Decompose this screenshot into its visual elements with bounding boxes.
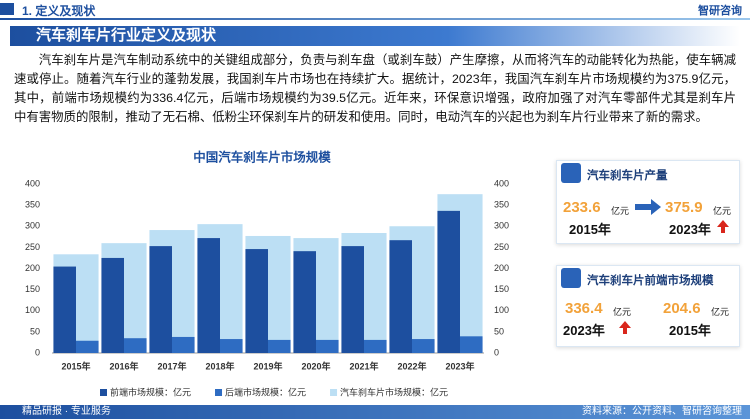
legend-label: 后端市场规模：亿元 [225, 386, 306, 397]
card-value: 233.6 [563, 199, 601, 216]
footer-source: 资料来源：公开资料、智研咨询整理 [582, 406, 742, 417]
y-tick-label: 250 [25, 242, 40, 252]
bar [101, 257, 124, 353]
card-icon [561, 268, 581, 288]
y-tick-label: 400 [25, 178, 40, 188]
section-label: 1. 定义及现状 [22, 4, 96, 18]
card-icon [561, 163, 581, 183]
card-unit: 亿元 [613, 307, 632, 317]
bar [437, 210, 460, 353]
bar [124, 338, 147, 353]
x-tick-label: 2018年 [205, 360, 234, 371]
x-tick-label: 2017年 [157, 360, 186, 371]
bar [76, 340, 99, 353]
up-arrow [717, 220, 729, 233]
title-bar [10, 26, 740, 46]
card: 汽车刹车片产量 233.6 亿元 2015年 375.9 亿元 2023年 [556, 160, 740, 244]
y-tick-label: 100 [25, 305, 40, 315]
y2-tick-label: 0 [494, 347, 499, 357]
bar [293, 251, 316, 353]
card-title: 汽车刹车片前端市场规模 [587, 275, 714, 287]
y-tick-label: 350 [25, 200, 40, 210]
x-tick-label: 2016年 [109, 360, 138, 371]
card-title: 汽车刹车片产量 [587, 170, 668, 182]
card-unit: 亿元 [611, 206, 630, 216]
bar [341, 246, 364, 353]
bar [412, 339, 435, 353]
legend-swatch [100, 389, 107, 396]
chart-title: 中国汽车刹车片市场规模 [193, 149, 331, 164]
header-line [0, 18, 750, 20]
card-value: 336.4 [565, 300, 603, 317]
bar [268, 339, 291, 353]
x-tick-label: 2023年 [445, 360, 474, 371]
card-value: 204.6 [663, 300, 701, 317]
logo: 智研咨询 [698, 5, 742, 17]
arrow [635, 199, 661, 215]
card-year: 2023年 [563, 323, 605, 338]
footer-bar [0, 405, 750, 419]
card-value: 375.9 [665, 199, 703, 216]
y2-tick-label: 200 [494, 263, 509, 273]
bar [245, 249, 268, 353]
legend-swatch [215, 389, 223, 396]
legend-swatch [330, 389, 338, 396]
bar [149, 246, 172, 353]
card-year: 2023年 [669, 222, 711, 237]
y2-tick-label: 400 [494, 178, 509, 188]
x-tick-label: 2015年 [61, 360, 90, 371]
bar [172, 336, 195, 353]
chart: 中国汽车刹车片市场规模 0 50 100 150 200 250 300 350 400 0 50 1… [25, 149, 509, 397]
y2-tick-label: 300 [494, 221, 509, 231]
y2-tick-label: 250 [494, 242, 509, 252]
up-arrow [619, 321, 631, 334]
card: 汽车刹车片前端市场规模 336.4 亿元 2023年 204.6 亿元 2015… [556, 265, 740, 347]
y-tick-label: 0 [35, 347, 40, 357]
bar [220, 339, 243, 353]
card-year: 2015年 [669, 323, 711, 338]
x-tick-label: 2020年 [301, 360, 330, 371]
bar [53, 266, 76, 353]
legend-label: 汽车刹车片市场规模：亿元 [340, 386, 448, 397]
x-tick-label: 2019年 [253, 360, 282, 371]
y2-tick-label: 350 [494, 200, 509, 210]
y-tick-label: 200 [25, 263, 40, 273]
y-tick-label: 300 [25, 221, 40, 231]
bar [364, 339, 387, 353]
x-tick-label: 2021年 [349, 360, 378, 371]
y-tick-label: 50 [30, 326, 40, 336]
bar [389, 240, 412, 353]
page-title: 汽车刹车片行业定义及现状 [36, 27, 217, 44]
card-unit: 亿元 [711, 307, 730, 317]
body-text: 汽车刹车片是汽车制动系统中的关键组成部分，负责与刹车盘（或刹车鼓）产生摩擦，从而… [14, 53, 736, 124]
y2-tick-label: 100 [494, 305, 509, 315]
footer-left: 精品研报 · 专业服务 [22, 406, 111, 417]
y2-tick-label: 150 [494, 284, 509, 294]
x-tick-label: 2022年 [397, 360, 426, 371]
section-marker [0, 3, 14, 15]
y-tick-label: 150 [25, 284, 40, 294]
card-unit: 亿元 [713, 206, 732, 216]
card-year: 2015年 [569, 222, 611, 237]
legend-label: 前端市场规模：亿元 [110, 386, 191, 397]
bar [460, 336, 483, 353]
y2-tick-label: 50 [494, 326, 504, 336]
bar [197, 238, 220, 353]
bar [316, 339, 339, 353]
